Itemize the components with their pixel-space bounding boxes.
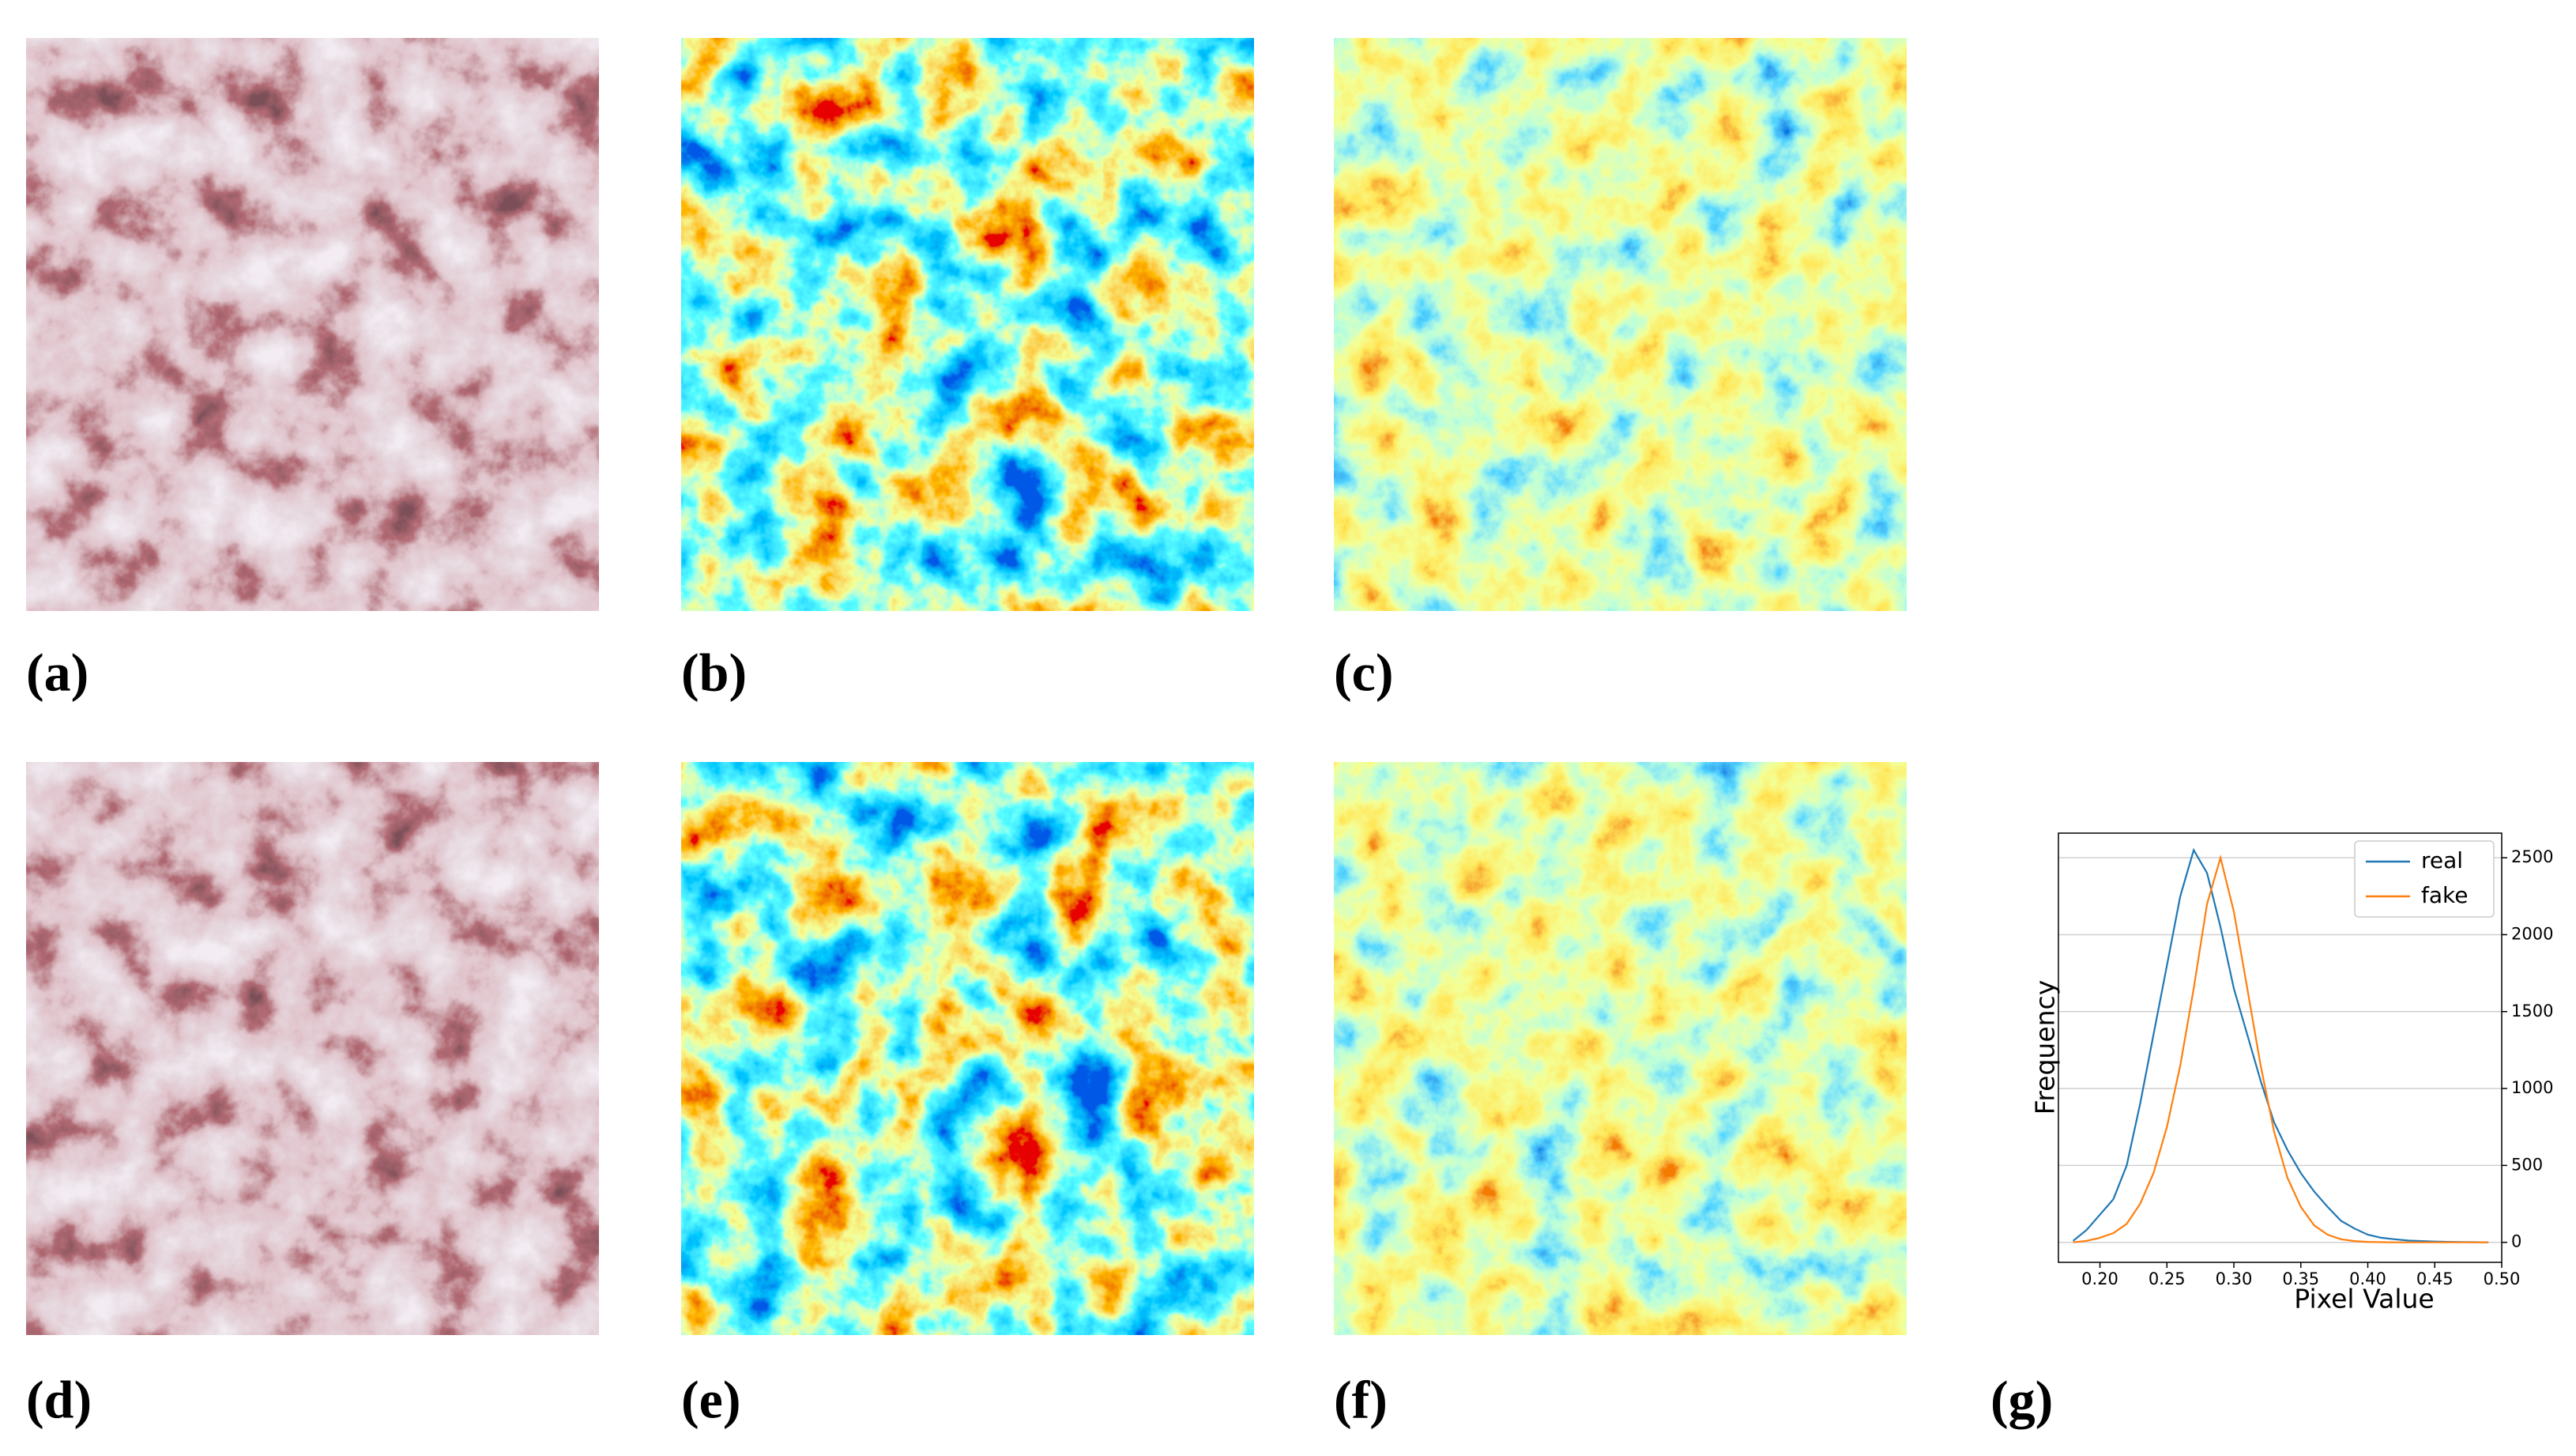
image-a: [26, 38, 599, 611]
x-tick-label: 0.25: [2149, 1269, 2186, 1288]
images: [26, 38, 1907, 1335]
line-series: [2072, 847, 2489, 1243]
image-b: [681, 38, 1254, 611]
x-tick-label: 0.50: [2484, 1269, 2521, 1288]
y-tick-label: 0: [2511, 1232, 2521, 1251]
x-tick-label: 0.45: [2416, 1269, 2454, 1288]
x-tick-label: 0.30: [2216, 1269, 2253, 1288]
x-axis-label: Pixel Value: [2294, 1284, 2434, 1315]
panel-label: (c): [1334, 643, 1393, 703]
axes-frame: [2058, 832, 2503, 1263]
image-d: [26, 762, 599, 1335]
y-tick-label: 1000: [2511, 1078, 2553, 1097]
image-f: [1334, 762, 1907, 1335]
panel-label: (b): [681, 643, 747, 703]
y-axis-label: Frequency: [2030, 980, 2061, 1115]
image-e: [681, 762, 1254, 1335]
x-tick-label: 0.35: [2282, 1269, 2319, 1288]
legend-label: real: [2421, 847, 2463, 873]
panel-label: (a): [26, 643, 89, 703]
panel-label: (d): [26, 1370, 92, 1430]
x-tick-label: 0.20: [2081, 1269, 2118, 1288]
image-c: [1334, 38, 1907, 611]
y-tick-label: 1500: [2511, 1001, 2553, 1020]
line-series: [2073, 854, 2489, 1243]
legend-label: fake: [2421, 882, 2468, 908]
y-tick-label: 2000: [2511, 924, 2553, 943]
y-tick-label: 500: [2511, 1155, 2543, 1174]
panel-label: (e): [681, 1370, 740, 1430]
x-tick-label: 0.40: [2349, 1269, 2386, 1288]
panel-label: (f): [1334, 1370, 1388, 1430]
y-tick-label: 2500: [2511, 847, 2553, 866]
panel-label: (g): [1990, 1370, 2053, 1430]
legend-box: [2354, 840, 2495, 918]
